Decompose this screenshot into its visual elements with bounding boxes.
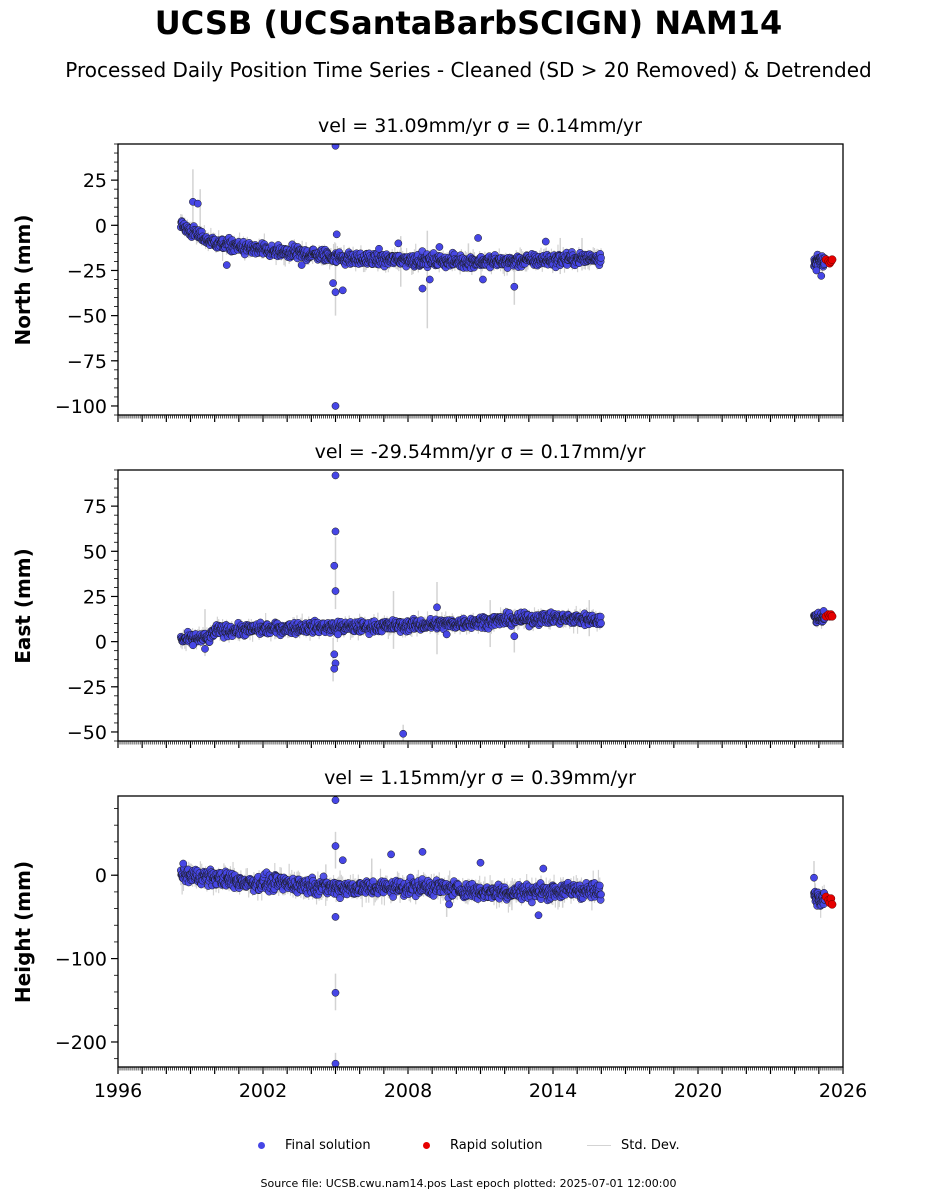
panel-north-ylabel: North (mm) — [11, 214, 35, 345]
final-point-outlier — [418, 848, 427, 856]
panel-east-title: vel = -29.54mm/yr σ = 0.17mm/yr — [315, 441, 646, 463]
ytick-label: 75 — [83, 496, 107, 518]
final-point-outlier — [810, 873, 818, 882]
final-point-outlier — [399, 729, 408, 738]
panel-north: 25 0 −25 −50 −75 −100 — [55, 143, 844, 422]
panel-east-frame — [117, 469, 844, 742]
final-point-outlier — [330, 561, 339, 570]
final-point — [336, 894, 344, 903]
rapid-point — [827, 900, 837, 909]
final-point-outlier — [331, 527, 340, 536]
ytick-label: −100 — [55, 396, 107, 418]
final-point-outlier — [539, 864, 548, 873]
final-point-outlier — [442, 630, 451, 639]
final-point-outlier — [375, 244, 383, 253]
final-point-outlier — [541, 237, 550, 246]
ytick-label: 50 — [83, 541, 107, 563]
ytick-label: 25 — [83, 170, 107, 192]
final-point-outlier — [331, 1059, 340, 1067]
final-point-outlier — [425, 275, 434, 284]
final-point-outlier — [435, 243, 444, 251]
ytick-label: −200 — [55, 1032, 107, 1054]
figure-subtitle: Processed Daily Position Time Series - C… — [65, 58, 872, 82]
final-point-outlier — [330, 650, 339, 659]
rapid-point — [827, 612, 837, 621]
final-point-outlier — [394, 239, 403, 248]
final-point-outlier — [331, 288, 340, 296]
ytick-label: 0 — [95, 632, 107, 654]
final-point-outlier — [433, 603, 441, 612]
final-point-outlier — [476, 858, 485, 867]
final-point-outlier — [331, 796, 340, 805]
final-point — [595, 881, 604, 890]
final-point-outlier — [338, 286, 347, 295]
final-point-outlier — [445, 900, 453, 909]
ytick-label: 0 — [95, 215, 107, 237]
panel-east-ylabel: East (mm) — [11, 548, 35, 664]
panel-north-yaxis: 25 0 −25 −50 −75 −100 — [55, 143, 118, 418]
ytick-label: −25 — [67, 260, 107, 282]
figure-title: UCSB (UCSantaBarbSCIGN) NAM14 — [154, 4, 783, 42]
final-point-outlier — [179, 859, 188, 868]
panel-height-xaxis — [117, 1067, 844, 1074]
final-point-outlier — [817, 272, 826, 280]
panel-east-xaxis — [117, 741, 844, 748]
final-point-outlier — [332, 230, 341, 239]
panel-height-yaxis: 0 −100 −200 — [55, 808, 118, 1060]
final-point-outlier — [331, 842, 340, 850]
ytick-label: −50 — [67, 722, 107, 744]
panel-height-title: vel = 1.15mm/yr σ = 0.39mm/yr — [324, 767, 636, 789]
final-point-outlier — [222, 261, 231, 269]
final-point-outlier — [387, 850, 395, 859]
final-point-outlier — [812, 266, 821, 275]
final-point — [596, 612, 605, 621]
final-point-outlier — [331, 913, 340, 921]
final-point-outlier — [479, 275, 487, 284]
panel-height-frame — [117, 795, 844, 1068]
panel-height: 0 −100 −200 — [55, 795, 844, 1074]
ytick-label: −75 — [67, 351, 107, 373]
final-point-outlier — [334, 630, 342, 639]
final-point-outlier — [331, 988, 340, 997]
final-point-outlier — [329, 279, 337, 287]
final-point-outlier — [418, 284, 427, 293]
ytick-label: −100 — [55, 949, 107, 971]
final-point — [528, 898, 536, 907]
panel-height-ylabel: Height (mm) — [11, 861, 35, 1003]
final-point-outlier — [474, 234, 482, 242]
ytick-label: −25 — [67, 677, 107, 699]
final-point-outlier — [330, 664, 339, 673]
panel-height-data — [176, 796, 837, 1067]
ytick-label: −50 — [67, 306, 107, 328]
final-point — [597, 890, 605, 899]
ytick-label: 0 — [95, 865, 107, 887]
panel-north-xaxis — [117, 415, 844, 422]
final-point-outlier — [331, 402, 340, 410]
final-point-outlier — [338, 856, 347, 865]
final-point-outlier — [193, 199, 202, 208]
panel-east: 75 50 25 0 −25 −50 — [67, 469, 844, 748]
ytick-label: 25 — [83, 586, 107, 608]
final-point-outlier — [297, 261, 306, 269]
panel-east-yaxis: 75 50 25 0 −25 −50 — [67, 469, 118, 744]
panel-east-data — [176, 471, 837, 741]
final-point-outlier — [331, 144, 340, 150]
final-point — [597, 619, 605, 628]
final-point-outlier — [510, 632, 519, 641]
final-point-outlier — [331, 471, 340, 480]
final-point-outlier — [201, 645, 209, 653]
final-point-outlier — [189, 641, 197, 650]
final-point — [597, 254, 605, 262]
final-point-outlier — [510, 282, 519, 291]
rapid-point — [827, 255, 837, 264]
final-point-outlier — [331, 587, 340, 595]
panel-north-title: vel = 31.09mm/yr σ = 0.14mm/yr — [318, 115, 642, 137]
panel-north-data — [176, 144, 837, 410]
final-point-outlier — [534, 911, 543, 920]
